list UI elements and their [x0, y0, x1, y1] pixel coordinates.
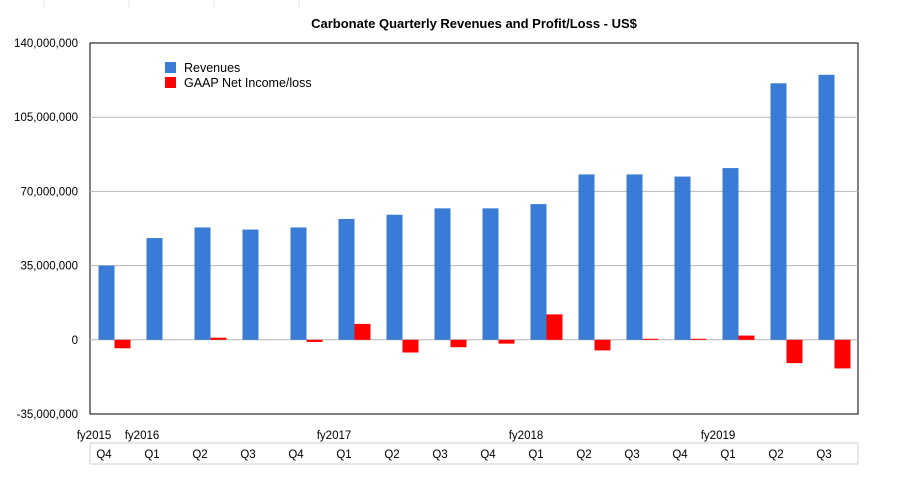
category-label: Q2 — [768, 449, 783, 461]
category-label: Q1 — [720, 449, 735, 461]
plot-area — [89, 42, 859, 415]
y-tick-label: 35,000,000 — [20, 261, 78, 273]
revenue-bar — [818, 74, 835, 340]
category-label: Q2 — [192, 449, 207, 461]
net-income-bar — [114, 339, 131, 349]
category-label: Q4 — [480, 449, 496, 461]
revenue-series — [98, 74, 835, 340]
category-label: Q1 — [336, 449, 351, 461]
category-label: Q2 — [384, 449, 399, 461]
legend-label-net-income: GAAP Net Income/loss — [184, 76, 312, 90]
sheet-header-lines — [43, 0, 300, 8]
y-axis-ticks: -35,000,000 0 35,000,000 70,000,000 105,000,… — [14, 38, 78, 421]
category-label: Q1 — [528, 449, 543, 461]
category-label: Q2 — [576, 449, 591, 461]
revenue-bar — [194, 227, 211, 340]
revenue-bar — [146, 238, 163, 340]
chart-title: Carbonate Quarterly Revenues and Profit/… — [311, 16, 638, 31]
legend-swatch-net-income — [165, 77, 176, 88]
net-income-bar — [450, 339, 467, 348]
year-label: fy2019 — [701, 430, 736, 442]
legend-label-revenues: Revenues — [184, 61, 240, 75]
year-label: fy2016 — [125, 430, 160, 442]
year-label: fy2017 — [317, 430, 352, 442]
revenue-bar — [386, 214, 403, 340]
revenue-bar — [242, 229, 259, 340]
y-tick-label: 140,000,000 — [14, 38, 78, 50]
year-labels: fy2015 fy2016 fy2017 fy2018 fy2019 — [77, 430, 736, 442]
net-income-bar — [402, 339, 419, 353]
year-label: fy2018 — [509, 430, 544, 442]
category-label: Q3 — [624, 449, 639, 461]
y-tick-label: -35,000,000 — [17, 409, 78, 421]
net-income-bar — [738, 335, 755, 340]
category-label: Q3 — [816, 449, 831, 461]
net-income-bar — [642, 338, 659, 340]
net-income-bar — [498, 339, 515, 344]
revenue-bar — [770, 83, 787, 340]
revenue-bar — [482, 208, 499, 340]
net-income-series — [114, 314, 851, 369]
revenue-bar — [530, 204, 547, 340]
net-income-bar — [210, 337, 227, 340]
revenue-bar — [578, 174, 595, 340]
y-tick-label: 0 — [72, 335, 78, 347]
net-income-bar — [690, 338, 707, 340]
net-income-bar — [546, 314, 563, 340]
net-income-bar — [834, 339, 851, 369]
legend: Revenues GAAP Net Income/loss — [165, 61, 312, 90]
year-label: fy2015 — [77, 430, 112, 442]
category-label: Q4 — [672, 449, 688, 461]
revenue-bar — [674, 176, 691, 340]
category-table: Q4 Q1 Q2 Q3 Q4 Q1 Q2 Q3 Q4 Q1 Q2 Q3 Q4 Q1 Q2 Q3 — [89, 442, 859, 465]
net-income-bar — [354, 323, 371, 340]
net-income-bar — [594, 339, 611, 351]
revenue-bar — [290, 227, 307, 340]
revenue-bar — [722, 168, 739, 340]
net-income-bar — [306, 339, 323, 342]
revenue-bar — [98, 265, 115, 340]
category-label: Q4 — [96, 449, 112, 461]
revenue-bar — [434, 208, 451, 340]
category-label: Q4 — [288, 449, 304, 461]
revenue-bar — [338, 218, 355, 340]
net-income-bar — [786, 339, 803, 364]
y-tick-label: 70,000,000 — [20, 186, 78, 198]
category-label: Q3 — [240, 449, 255, 461]
y-tick-label: 105,000,000 — [14, 112, 78, 124]
plot-frame — [89, 42, 859, 415]
category-label: Q3 — [432, 449, 447, 461]
legend-swatch-revenues — [165, 62, 176, 73]
revenue-bar — [626, 174, 643, 340]
category-label: Q1 — [144, 449, 159, 461]
